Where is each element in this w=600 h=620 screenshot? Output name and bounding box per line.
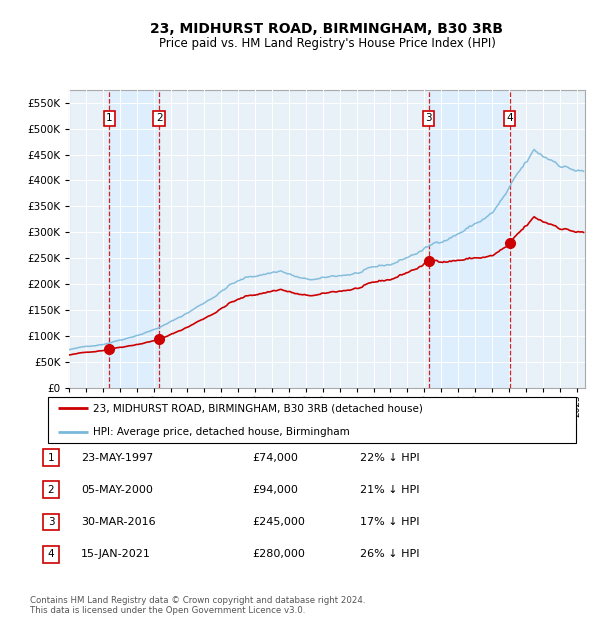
- FancyBboxPatch shape: [43, 513, 59, 530]
- FancyBboxPatch shape: [43, 481, 59, 498]
- Text: 23, MIDHURST ROAD, BIRMINGHAM, B30 3RB: 23, MIDHURST ROAD, BIRMINGHAM, B30 3RB: [151, 22, 503, 36]
- Text: HPI: Average price, detached house, Birmingham: HPI: Average price, detached house, Birm…: [93, 427, 350, 436]
- Bar: [428, 90, 509, 387]
- FancyBboxPatch shape: [43, 546, 59, 563]
- Text: 23, MIDHURST ROAD, BIRMINGHAM, B30 3RB (detached house): 23, MIDHURST ROAD, BIRMINGHAM, B30 3RB (…: [93, 404, 423, 414]
- Text: 17% ↓ HPI: 17% ↓ HPI: [360, 517, 419, 527]
- Text: 4: 4: [47, 549, 55, 559]
- Text: 30-MAR-2016: 30-MAR-2016: [81, 517, 155, 527]
- Text: £280,000: £280,000: [252, 549, 305, 559]
- Text: Price paid vs. HM Land Registry's House Price Index (HPI): Price paid vs. HM Land Registry's House …: [158, 37, 496, 50]
- Text: 2: 2: [156, 113, 163, 123]
- Text: 15-JAN-2021: 15-JAN-2021: [81, 549, 151, 559]
- Text: Contains HM Land Registry data © Crown copyright and database right 2024.
This d: Contains HM Land Registry data © Crown c…: [30, 596, 365, 615]
- Text: 3: 3: [425, 113, 432, 123]
- FancyBboxPatch shape: [48, 397, 576, 443]
- Text: 22% ↓ HPI: 22% ↓ HPI: [360, 453, 419, 463]
- Text: 3: 3: [47, 517, 55, 527]
- Text: 05-MAY-2000: 05-MAY-2000: [81, 485, 153, 495]
- Text: £245,000: £245,000: [252, 517, 305, 527]
- Text: 26% ↓ HPI: 26% ↓ HPI: [360, 549, 419, 559]
- Text: 21% ↓ HPI: 21% ↓ HPI: [360, 485, 419, 495]
- Bar: [109, 90, 160, 387]
- Text: 23-MAY-1997: 23-MAY-1997: [81, 453, 153, 463]
- Text: 1: 1: [47, 453, 55, 463]
- Text: 2: 2: [47, 485, 55, 495]
- Text: £94,000: £94,000: [252, 485, 298, 495]
- Text: £74,000: £74,000: [252, 453, 298, 463]
- Text: 1: 1: [106, 113, 113, 123]
- FancyBboxPatch shape: [43, 449, 59, 466]
- Text: 4: 4: [506, 113, 513, 123]
